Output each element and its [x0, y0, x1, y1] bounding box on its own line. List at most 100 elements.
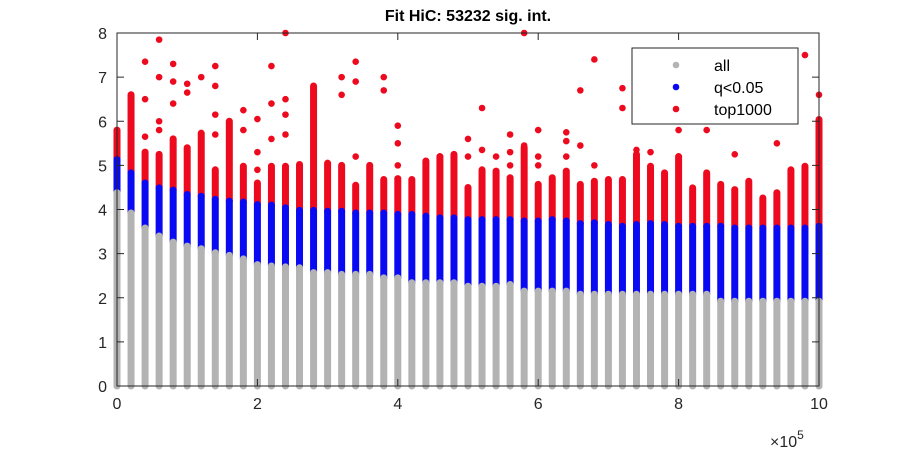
axes: 0 2 4 6 8 10 0 1 2 3 4 5 6 7 8 — [98, 26, 828, 413]
y-tick-label: 4 — [98, 203, 107, 220]
all-band — [717, 297, 725, 390]
all-band — [197, 245, 205, 390]
top1000-band — [745, 177, 753, 232]
top1000-point — [577, 142, 584, 149]
top1000-point — [211, 82, 219, 90]
all-band — [478, 282, 486, 390]
top1000-band — [436, 153, 444, 222]
top1000-point — [506, 162, 514, 169]
top1000-band — [380, 175, 388, 217]
all-band — [436, 279, 444, 390]
top1000-band — [478, 166, 486, 224]
top1000-point — [282, 95, 289, 103]
q005-band — [675, 222, 683, 298]
top1000-band — [562, 167, 570, 225]
y-tick-label: 3 — [98, 247, 107, 264]
all-band — [422, 279, 430, 390]
top1000-point — [155, 117, 163, 125]
top1000-band — [197, 129, 205, 200]
q005-band — [618, 222, 626, 298]
q005-band — [380, 209, 388, 282]
top1000-point — [169, 100, 177, 107]
top1000-band — [548, 174, 556, 224]
top1000-band — [394, 175, 402, 218]
all-band — [225, 251, 233, 390]
top1000-point — [506, 131, 514, 138]
top1000-point — [141, 95, 149, 103]
top1000-band — [618, 175, 626, 230]
top1000-point — [464, 153, 472, 160]
all-band — [801, 297, 809, 390]
all-band — [338, 270, 346, 390]
top1000-band — [281, 162, 289, 212]
top1000-point — [562, 137, 570, 145]
q005-band — [492, 216, 500, 290]
q005-band — [408, 210, 416, 287]
top1000-point — [155, 73, 163, 81]
all-band — [464, 282, 472, 390]
q005-band — [506, 216, 514, 289]
all-band — [239, 255, 247, 390]
top1000-point — [591, 56, 598, 63]
top1000-band — [632, 150, 640, 229]
all-band — [281, 263, 289, 390]
top1000-band — [338, 161, 346, 215]
q005-band — [310, 206, 318, 277]
top1000-point — [534, 153, 542, 160]
top1000-band — [239, 162, 247, 206]
q005-band — [801, 224, 809, 305]
top1000-band — [127, 91, 135, 177]
all-band — [703, 290, 711, 390]
top1000-point — [534, 162, 542, 169]
top1000-point — [534, 126, 542, 134]
top1000-band — [211, 166, 219, 203]
q005-band — [548, 216, 556, 295]
top1000-band — [604, 175, 612, 229]
top1000-band — [773, 189, 781, 232]
q005-band — [155, 184, 163, 240]
q005-band — [562, 217, 570, 295]
all-band — [394, 274, 402, 390]
q005-band — [661, 221, 669, 298]
all-band — [745, 297, 753, 390]
top1000-band — [352, 181, 360, 217]
legend-marker-all — [672, 61, 680, 69]
top1000-point — [282, 131, 289, 138]
top1000-point — [254, 148, 261, 156]
top1000-band — [366, 161, 374, 217]
y-tick-label: 0 — [98, 379, 107, 396]
x-tick-label: 8 — [674, 396, 683, 413]
all-band — [647, 290, 655, 390]
q005-band — [478, 216, 486, 290]
top1000-point — [801, 51, 809, 59]
top1000-band — [450, 150, 458, 222]
top1000-band — [183, 144, 191, 198]
q005-band — [267, 201, 275, 270]
top1000-band — [155, 150, 163, 192]
top1000-band — [647, 162, 655, 228]
top1000-band — [464, 183, 472, 224]
all-band — [618, 290, 626, 390]
top1000-point — [197, 73, 205, 81]
q005-band — [576, 220, 584, 298]
q005-band — [604, 221, 612, 298]
q005-band — [169, 186, 177, 246]
q005-band — [731, 224, 739, 305]
q005-band — [296, 206, 304, 272]
top1000-band — [492, 167, 500, 224]
all-band — [352, 270, 360, 390]
all-band — [408, 279, 416, 390]
q005-band — [394, 210, 402, 282]
top1000-point — [240, 106, 247, 114]
all-band — [141, 224, 149, 390]
q005-band — [450, 214, 458, 287]
q005-band — [689, 222, 697, 298]
y-tick-label: 5 — [98, 158, 107, 175]
x-tick-label: 6 — [534, 396, 543, 413]
top1000-point — [268, 62, 275, 70]
top1000-band — [689, 184, 697, 230]
all-band — [759, 297, 767, 390]
top1000-point — [773, 140, 781, 147]
top1000-band — [787, 166, 795, 232]
all-band — [576, 290, 584, 390]
